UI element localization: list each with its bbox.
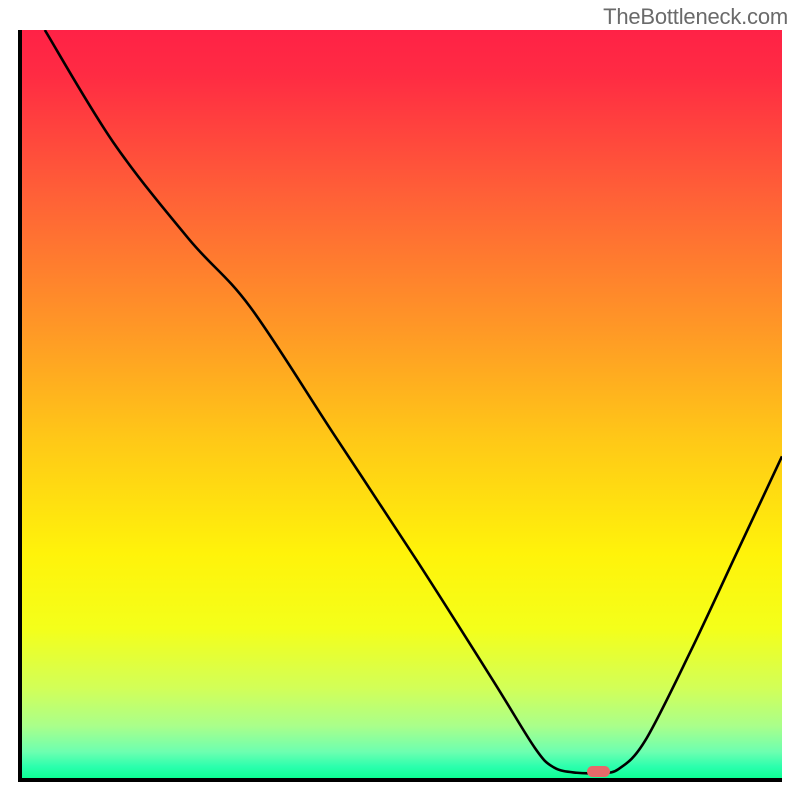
plot-area (18, 30, 782, 782)
curve-path (45, 30, 782, 773)
bottleneck-curve (22, 30, 782, 778)
chart-container: TheBottleneck.com (0, 0, 800, 800)
watermark-text: TheBottleneck.com (603, 4, 788, 30)
optimal-point-marker (587, 766, 610, 777)
